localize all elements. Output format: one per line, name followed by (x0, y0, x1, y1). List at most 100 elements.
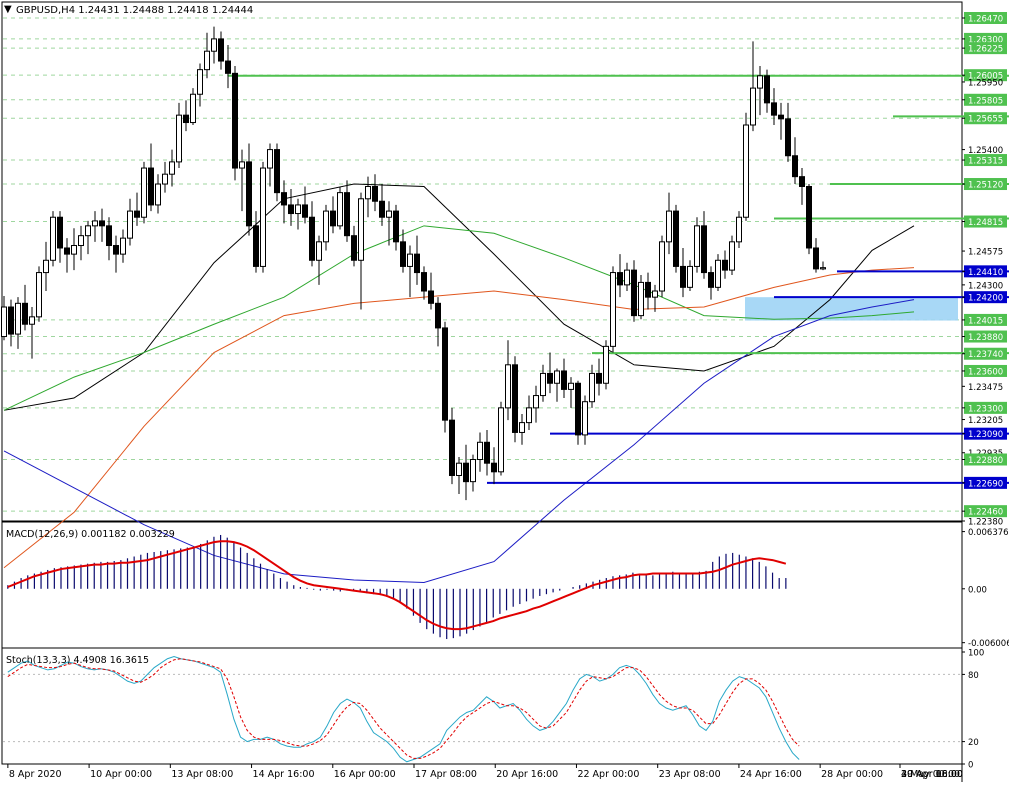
candle-up (505, 364, 511, 409)
candle-down (232, 72, 238, 169)
candle-down (813, 247, 819, 270)
candle-up (456, 462, 462, 476)
time-axis: 8 Apr 2020 10 Apr 00:00 13 Apr 08:00 14 Apr… (7, 764, 963, 780)
candle-down (421, 272, 427, 292)
candle-down (372, 185, 378, 202)
candle-up (638, 281, 644, 317)
candle-up (176, 114, 182, 163)
candle-up (197, 69, 203, 95)
candle-up (659, 241, 665, 292)
panel-frames (1, 1, 963, 782)
candle-down (785, 118, 791, 157)
candle-up (736, 216, 742, 243)
candle-up (603, 345, 609, 384)
candle-up (624, 269, 630, 286)
candle-down (673, 210, 679, 267)
price-tag-box (964, 93, 1007, 106)
time-tick-label: 22 Apr 00:00 (577, 769, 639, 780)
candle-down (561, 370, 567, 390)
candle-up (652, 290, 658, 298)
candle-up (29, 316, 35, 325)
price-tick-label: 1.26225 (968, 45, 1003, 55)
candle-up (526, 407, 532, 424)
candle-down (106, 225, 112, 247)
candle-up (477, 441, 483, 461)
candle-down (778, 114, 784, 120)
support-zone (745, 297, 958, 321)
candle-up (43, 259, 49, 274)
price-tick-label: 1.23475 (968, 383, 1003, 393)
candle-up (540, 372, 546, 397)
price-tick-label: 1.23300 (968, 404, 1003, 414)
candle-up (386, 210, 392, 218)
price-tick-label: 1.22380 (968, 518, 1003, 528)
candle-up (337, 192, 343, 227)
candle-down (645, 281, 651, 298)
time-tick-label: 23 Apr 08:00 (659, 769, 721, 780)
stoch-title: Stoch(13,3,3) 4.4908 16.3615 (6, 655, 149, 666)
candle-down (722, 259, 728, 271)
candle-down (400, 241, 406, 267)
candlesticks (1, 26, 826, 501)
symbol-triangle-icon[interactable]: ▼ (4, 4, 12, 15)
candle-down (344, 192, 350, 237)
candle-down (302, 204, 308, 218)
candle-up (715, 259, 721, 288)
time-tick-label: 20 Apr 16:00 (496, 769, 558, 780)
candle-down (806, 185, 812, 249)
candle-up (358, 198, 364, 261)
price-tag-box (964, 32, 1007, 45)
time-tick-label: 4 May 00:00 (901, 769, 960, 780)
candle-down (281, 192, 287, 206)
ma-line (3, 183, 915, 411)
panel-frame (1, 521, 963, 649)
candle-down (701, 225, 707, 274)
price-tick-label: 1.25315 (968, 157, 1003, 167)
candle-down (22, 302, 28, 325)
price-tick-label: 1.25120 (968, 181, 1003, 191)
candle-down (414, 253, 420, 274)
candle-down (463, 462, 469, 483)
price-tag-box (964, 12, 1007, 24)
candle-down (288, 204, 294, 215)
candle-up (120, 237, 126, 255)
macd-title: MACD(12,26,9) 0.001182 0.003229 (6, 529, 175, 540)
price-tick-label: 1.24300 (968, 281, 1003, 291)
price-tag-box (964, 265, 1007, 278)
candle-up (533, 395, 539, 409)
price-tag-box (964, 330, 1007, 343)
macd-panel: 0.006376 0.00 -0.006006 (7, 528, 1009, 649)
price-tag-box (964, 112, 1007, 125)
price-tick-label: 1.23205 (968, 416, 1003, 426)
candle-up (92, 220, 98, 227)
candle-down (708, 272, 714, 288)
macd-signal-line (7, 540, 787, 631)
candle-down (631, 269, 637, 317)
candle-down (449, 419, 455, 476)
price-tick-label: 1.24575 (968, 248, 1003, 258)
candle-up (694, 225, 700, 267)
candle-up (267, 149, 273, 169)
price-tag-box (964, 215, 1007, 228)
macd-tick-label: 0.00 (968, 585, 987, 595)
candle-up (155, 183, 161, 206)
candle-up (316, 241, 322, 261)
candle-down (225, 60, 231, 74)
candle-up (568, 382, 574, 390)
candle-up (260, 167, 266, 267)
candle-down (379, 200, 385, 218)
time-tick-label: 30 Apr 16:00 (901, 769, 963, 780)
candle-up (295, 204, 301, 215)
price-tag-box (964, 476, 1007, 489)
price-tag-box (964, 42, 1007, 55)
candle-up (470, 459, 476, 483)
candle-up (1, 306, 7, 338)
candle-up (15, 302, 21, 335)
price-tick-label: 1.23090 (968, 430, 1003, 440)
candle-up (365, 185, 371, 200)
stoch-tick-label: 0 (968, 761, 973, 771)
candle-up (820, 267, 826, 270)
macd-tick-label: 0.006376 (968, 528, 1009, 538)
